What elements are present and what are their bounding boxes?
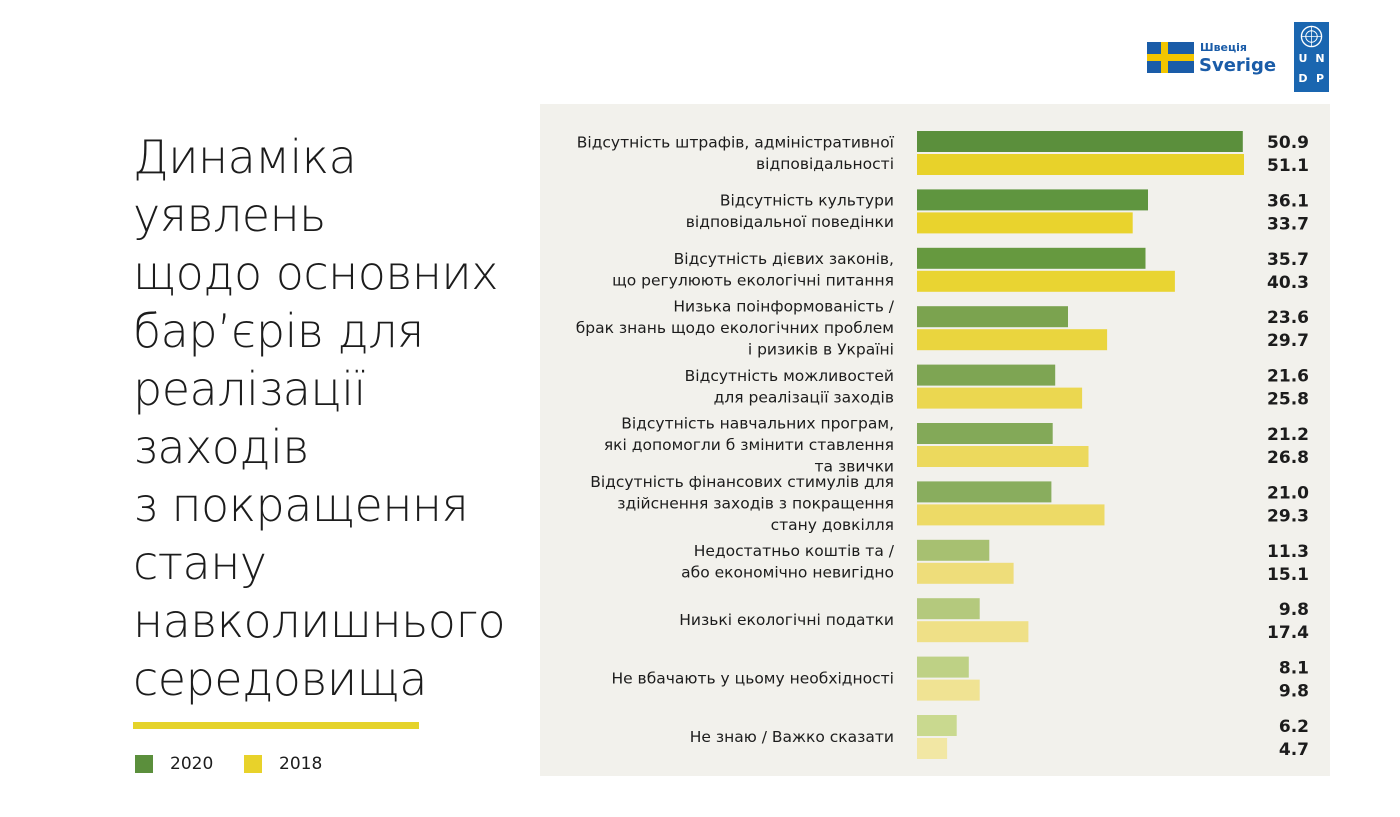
legend-label-2018: 2018 <box>279 754 323 774</box>
page-title: Динаміка уявлень щодо основних бар’єрів … <box>133 130 506 706</box>
value-label-2020: 23.6 <box>1267 308 1309 328</box>
bar-2020 <box>917 131 1243 152</box>
value-label-2020: 21.0 <box>1267 483 1309 503</box>
bar-2018 <box>917 270 1175 292</box>
value-label-2020: 6.2 <box>1279 717 1309 737</box>
title-underline <box>133 722 419 729</box>
value-label-2020: 35.7 <box>1267 250 1309 270</box>
category-label: Відсутність можливостей для реалізації за… <box>685 367 894 407</box>
value-label-2018: 33.7 <box>1267 214 1309 234</box>
bar-2018 <box>917 621 1029 643</box>
bar-2018 <box>917 446 1089 467</box>
bar-2020 <box>917 481 1052 503</box>
bar-2020 <box>917 539 990 561</box>
category-label: Не вбачають у цьому необхідності <box>611 670 894 688</box>
bar-2020 <box>917 423 1053 444</box>
value-label-2020: 21.2 <box>1267 425 1309 445</box>
value-label-2018: 4.7 <box>1279 740 1309 760</box>
sweden-logo-wordmark: Sverige <box>1199 55 1277 76</box>
bar-2018 <box>917 562 1014 584</box>
legend-item-2018: 2018 <box>244 754 322 774</box>
bar-2018 <box>917 738 948 759</box>
value-label-2018: 29.7 <box>1267 331 1309 351</box>
bar-2020 <box>917 656 969 678</box>
undp-letter-p: P <box>1315 72 1325 85</box>
bar-2020 <box>917 715 957 736</box>
value-label-2018: 15.1 <box>1267 565 1309 585</box>
value-label-2020: 9.8 <box>1279 600 1309 620</box>
category-label: Відсутність дієвих законів, що регулюють … <box>612 250 894 290</box>
value-label-2020: 21.6 <box>1267 367 1309 387</box>
category-label: Відсутність штрафів, адміністративної від… <box>577 133 895 173</box>
undp-letter-n: N <box>1315 52 1325 65</box>
bar-2020 <box>917 247 1146 269</box>
bar-2018 <box>917 679 980 701</box>
bar-2020 <box>917 306 1068 328</box>
undp-logo: U N D P <box>1294 22 1329 92</box>
value-label-2018: 25.8 <box>1267 390 1309 410</box>
sweden-flag-icon <box>1147 42 1194 73</box>
partner-logos: Швеція Sverige U N D P <box>1146 22 1332 94</box>
value-label-2020: 11.3 <box>1267 542 1309 562</box>
value-label-2018: 17.4 <box>1267 623 1309 643</box>
bar-2018 <box>917 154 1244 175</box>
value-label-2018: 29.3 <box>1267 506 1309 526</box>
category-label: Не знаю / Важко сказати <box>690 728 894 746</box>
bar-2018 <box>917 387 1083 409</box>
value-label-2020: 36.1 <box>1267 191 1309 211</box>
category-label: Відсутність навчальних програм, які допом… <box>604 415 894 476</box>
legend-swatch-2018 <box>244 755 262 773</box>
value-label-2020: 8.1 <box>1279 659 1309 679</box>
un-emblem-icon <box>1300 25 1323 48</box>
value-label-2018: 51.1 <box>1267 156 1309 176</box>
value-label-2018: 40.3 <box>1267 273 1309 293</box>
legend-item-2020: 2020 <box>135 754 213 774</box>
category-label: Низька поінформованість / брак знань щодо… <box>576 298 895 359</box>
category-label: Недостатньо коштів та / або економічно не… <box>681 542 895 582</box>
category-label: Відсутність фінансових стимулів для здійс… <box>590 473 894 534</box>
undp-letter-u: U <box>1298 52 1308 65</box>
category-label: Відсутність культури відповідальної повед… <box>686 192 894 232</box>
bar-2020 <box>917 364 1056 386</box>
bar-2020 <box>917 598 980 620</box>
sweden-logo-caption: Швеція <box>1200 41 1247 54</box>
value-label-2018: 26.8 <box>1267 448 1309 468</box>
category-label: Низькі екологічні податки <box>679 611 894 629</box>
value-label-2018: 9.8 <box>1279 682 1309 702</box>
bar-2018 <box>917 504 1105 526</box>
undp-letter-d: D <box>1298 72 1308 85</box>
value-label-2020: 50.9 <box>1267 133 1309 153</box>
sweden-logo: Швеція Sverige <box>1146 41 1276 76</box>
bar-2020 <box>917 189 1148 211</box>
legend-swatch-2020 <box>135 755 153 773</box>
legend-label-2020: 2020 <box>170 754 214 774</box>
bar-2018 <box>917 329 1108 351</box>
bar-2018 <box>917 212 1133 234</box>
